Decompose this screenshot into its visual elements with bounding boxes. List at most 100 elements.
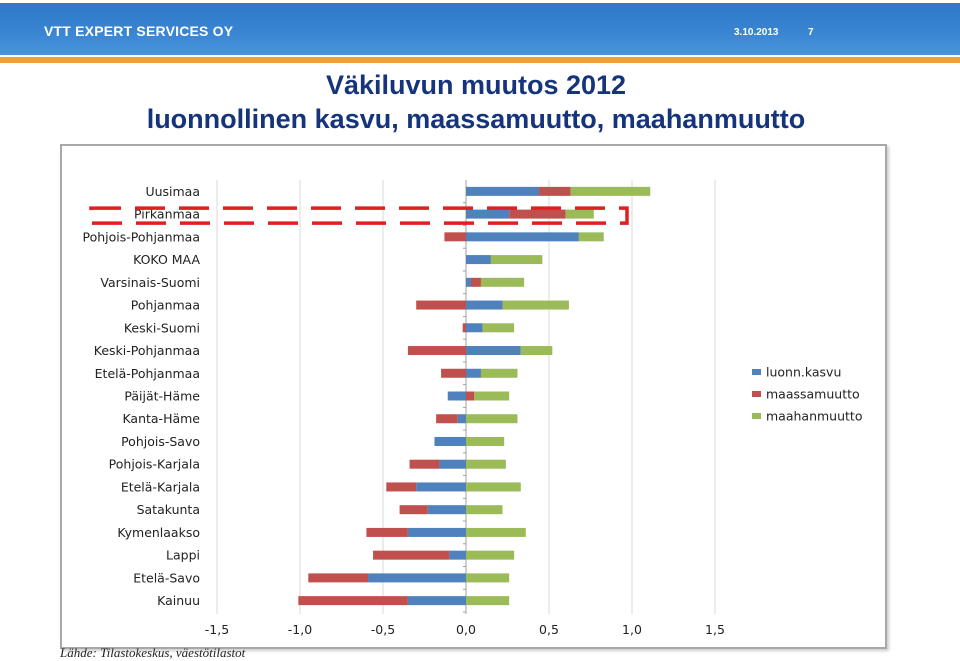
bar-kanta-häme-maassamuutto (436, 414, 458, 424)
bar-uusimaa-luonn.kasvu (466, 186, 540, 196)
x-tick-labels: -1,5 -1,0 -0,5 0,0 0,5 1,0 1,5 (205, 622, 725, 637)
bar-pohjois-savo-maahanmuutto (466, 436, 505, 446)
bar-koko maa-maahanmuutto (490, 255, 543, 265)
bar-lappi-luonn.kasvu (449, 550, 466, 560)
legend-swatch-luonn.kasvu (752, 369, 761, 375)
x-tick-label: 0,5 (539, 622, 559, 637)
bar-pohjanmaa-maassamuutto (416, 300, 466, 310)
bar-keski-suomi-luonn.kasvu (466, 323, 483, 333)
bar-kanta-häme-luonn.kasvu (457, 414, 466, 424)
legend-label: luonn.kasvu (766, 365, 841, 380)
bar-pohjanmaa-maahanmuutto (502, 300, 569, 310)
bar-etelä-karjala-luonn.kasvu (416, 482, 466, 492)
legend-label: maassamuutto (766, 387, 860, 402)
bar-kymenlaakso-maahanmuutto (466, 527, 526, 537)
bar-keski-suomi-maassamuutto (462, 323, 466, 333)
legend-swatch-maassamuutto (752, 391, 761, 397)
bar-pirkanmaa-maassamuutto (509, 209, 566, 219)
bar-pohjois-pohjanmaa-maahanmuutto (578, 232, 604, 242)
accent-line (0, 57, 960, 63)
category-label: Satakunta (137, 502, 200, 517)
header-bar: VTT EXPERT SERVICES OY 3.10.2013 7 (0, 3, 960, 55)
bar-päijät-häme-luonn.kasvu (447, 391, 466, 401)
bar-satakunta-maahanmuutto (466, 505, 503, 515)
category-label: Kanta-Häme (122, 411, 200, 426)
bar-kanta-häme-maahanmuutto (466, 414, 518, 424)
bar-pohjois-karjala-luonn.kasvu (439, 459, 466, 469)
bar-koko maa-luonn.kasvu (466, 255, 491, 265)
category-label: Etelä-Savo (133, 570, 200, 585)
bar-pirkanmaa-maahanmuutto (565, 209, 594, 219)
bar-varsinais-suomi-luonn.kasvu (466, 277, 471, 287)
header-date: 3.10.2013 (734, 27, 779, 38)
bar-keski-suomi-maahanmuutto (482, 323, 515, 333)
bar-etelä-karjala-maahanmuutto (466, 482, 521, 492)
bar-kainuu-maassamuutto (298, 596, 408, 606)
category-label: Pohjanmaa (131, 298, 200, 313)
slide-title: Väkiluvun muutos 2012 luonnollinen kasvu… (0, 68, 952, 136)
bar-pohjois-savo-luonn.kasvu (434, 436, 466, 446)
category-label: Lappi (166, 548, 200, 563)
category-label: Pohjois-Savo (121, 434, 200, 449)
x-tick-label: 1,0 (622, 622, 642, 637)
category-label: Pirkanmaa (134, 207, 200, 222)
bar-etelä-pohjanmaa-luonn.kasvu (466, 368, 481, 378)
page-number: 7 (808, 27, 814, 38)
category-label: Varsinais-Suomi (100, 275, 200, 290)
bar-satakunta-maassamuutto (399, 505, 428, 515)
bar-satakunta-luonn.kasvu (427, 505, 466, 515)
bar-etelä-savo-maassamuutto (308, 573, 369, 583)
bar-kymenlaakso-luonn.kasvu (407, 527, 466, 537)
source-note: Lähde: Tilastokeskus, väestötilastot (60, 645, 246, 660)
bar-varsinais-suomi-maassamuutto (470, 277, 481, 287)
bar-pohjois-pohjanmaa-maassamuutto (444, 232, 466, 242)
category-label: Kymenlaakso (117, 525, 200, 540)
category-label: Keski-Suomi (124, 320, 200, 335)
x-tick-label: -0,5 (371, 622, 395, 637)
legend-swatch-maahanmuutto (752, 413, 761, 419)
x-tick-label: -1,5 (205, 622, 229, 637)
bar-etelä-savo-maahanmuutto (466, 573, 510, 583)
bar-pohjois-karjala-maahanmuutto (466, 459, 506, 469)
bar-etelä-savo-luonn.kasvu (368, 573, 466, 583)
x-tick-label: 0,0 (456, 622, 476, 637)
bar-pohjois-pohjanmaa-luonn.kasvu (466, 232, 579, 242)
category-label: KOKO MAA (133, 252, 200, 267)
company-name: VTT EXPERT SERVICES OY (44, 23, 234, 39)
category-label: Keski-Pohjanmaa (94, 343, 200, 358)
legend: luonn.kasvu maassamuutto maahanmuutto (752, 365, 862, 424)
bar-uusimaa-maassamuutto (539, 186, 571, 196)
category-label: Uusimaa (145, 184, 200, 199)
category-label: Kainuu (157, 593, 200, 608)
bar-päijät-häme-maahanmuutto (474, 391, 510, 401)
bar-keski-pohjanmaa-maahanmuutto (520, 346, 553, 356)
category-labels: Uusimaa Pirkanmaa Pohjois-Pohjanmaa KOKO MA… (83, 184, 201, 608)
bar-kainuu-luonn.kasvu (407, 596, 466, 606)
title-line-1: Väkiluvun muutos 2012 (325, 70, 627, 100)
x-tick-label: 1,5 (705, 622, 725, 637)
category-label: Etelä-Pohjanmaa (95, 366, 200, 381)
title-line-2: luonnollinen kasvu, maassamuutto, maahan… (146, 104, 806, 134)
bar-pohjanmaa-luonn.kasvu (466, 300, 503, 310)
bar-keski-pohjanmaa-luonn.kasvu (466, 346, 521, 356)
bar-päijät-häme-maassamuutto (466, 391, 475, 401)
bar-keski-pohjanmaa-maassamuutto (407, 346, 466, 356)
category-label: Pohjois-Pohjanmaa (83, 229, 201, 244)
bar-kymenlaakso-maassamuutto (366, 527, 408, 537)
bar-lappi-maahanmuutto (466, 550, 515, 560)
x-tick-label: -1,0 (288, 622, 312, 637)
bar-etelä-pohjanmaa-maassamuutto (441, 368, 466, 378)
highlight-dashed-box (89, 206, 629, 225)
legend-label: maahanmuutto (766, 409, 862, 424)
bar-uusimaa-maahanmuutto (570, 186, 651, 196)
highlight-box (89, 206, 629, 225)
bars (298, 186, 651, 606)
grid-lines (216, 180, 716, 614)
bar-etelä-pohjanmaa-maahanmuutto (480, 368, 518, 378)
bar-varsinais-suomi-maahanmuutto (480, 277, 525, 287)
category-label: Etelä-Karjala (121, 479, 200, 494)
bar-etelä-karjala-maassamuutto (386, 482, 417, 492)
bar-pirkanmaa-luonn.kasvu (466, 209, 510, 219)
bar-pohjois-karjala-maassamuutto (409, 459, 440, 469)
